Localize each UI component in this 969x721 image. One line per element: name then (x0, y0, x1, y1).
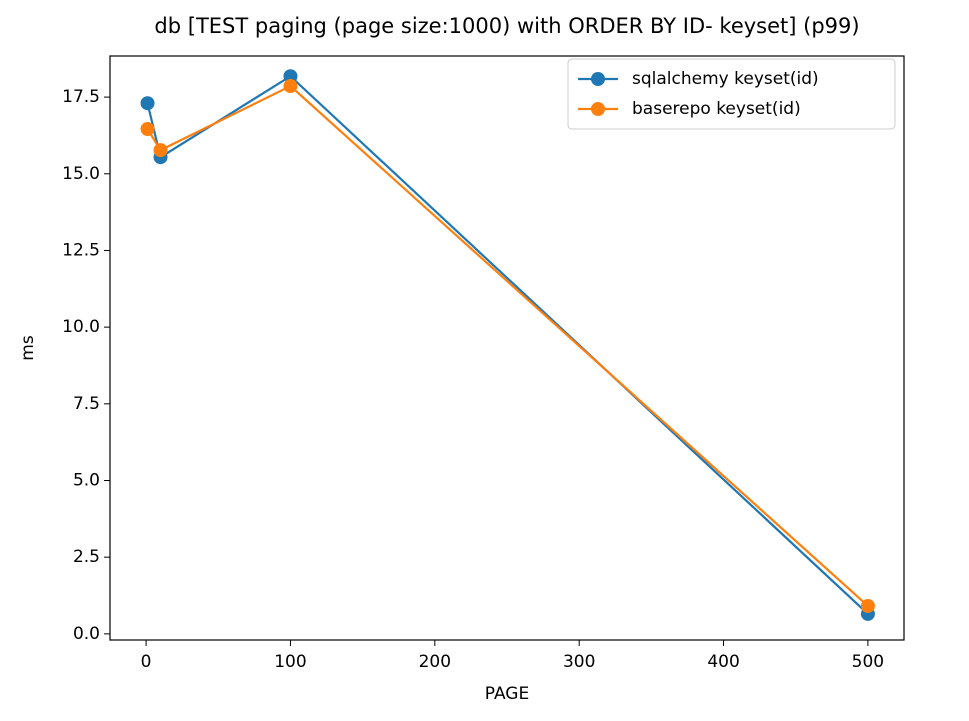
x-axis-label: PAGE (485, 684, 529, 704)
x-tick-label: 400 (707, 652, 739, 672)
legend-label: baserepo keyset(id) (632, 99, 801, 119)
y-axis-label: ms (18, 335, 38, 361)
legend-marker (591, 102, 605, 116)
data-point (140, 96, 155, 111)
legend-marker (591, 72, 605, 86)
x-tick-label: 300 (563, 652, 595, 672)
data-point (283, 79, 298, 94)
legend-label: sqlalchemy keyset(id) (632, 69, 819, 89)
y-tick-label: 17.5 (62, 87, 100, 107)
data-point (860, 598, 875, 613)
chart-title: db [TEST paging (page size:1000) with OR… (154, 14, 859, 38)
x-tick-label: 200 (419, 652, 451, 672)
data-point (283, 69, 298, 84)
y-tick-label: 10.0 (62, 317, 100, 337)
series-line (146, 74, 869, 615)
x-tick-label: 100 (274, 652, 306, 672)
y-tick-label: 12.5 (62, 240, 100, 260)
x-tick-label: 0 (141, 652, 152, 672)
y-tick-label: 2.5 (73, 547, 100, 567)
y-tick-label: 0.0 (73, 624, 100, 644)
y-tick-label: 5.0 (73, 471, 100, 491)
data-point (153, 143, 168, 158)
series-line (146, 84, 869, 607)
y-tick-label: 15.0 (62, 164, 100, 184)
y-tick-label: 7.5 (73, 394, 100, 414)
legend-box (567, 58, 896, 130)
data-point (140, 122, 155, 136)
plot-frame (109, 55, 905, 641)
x-tick-label: 500 (852, 652, 884, 672)
